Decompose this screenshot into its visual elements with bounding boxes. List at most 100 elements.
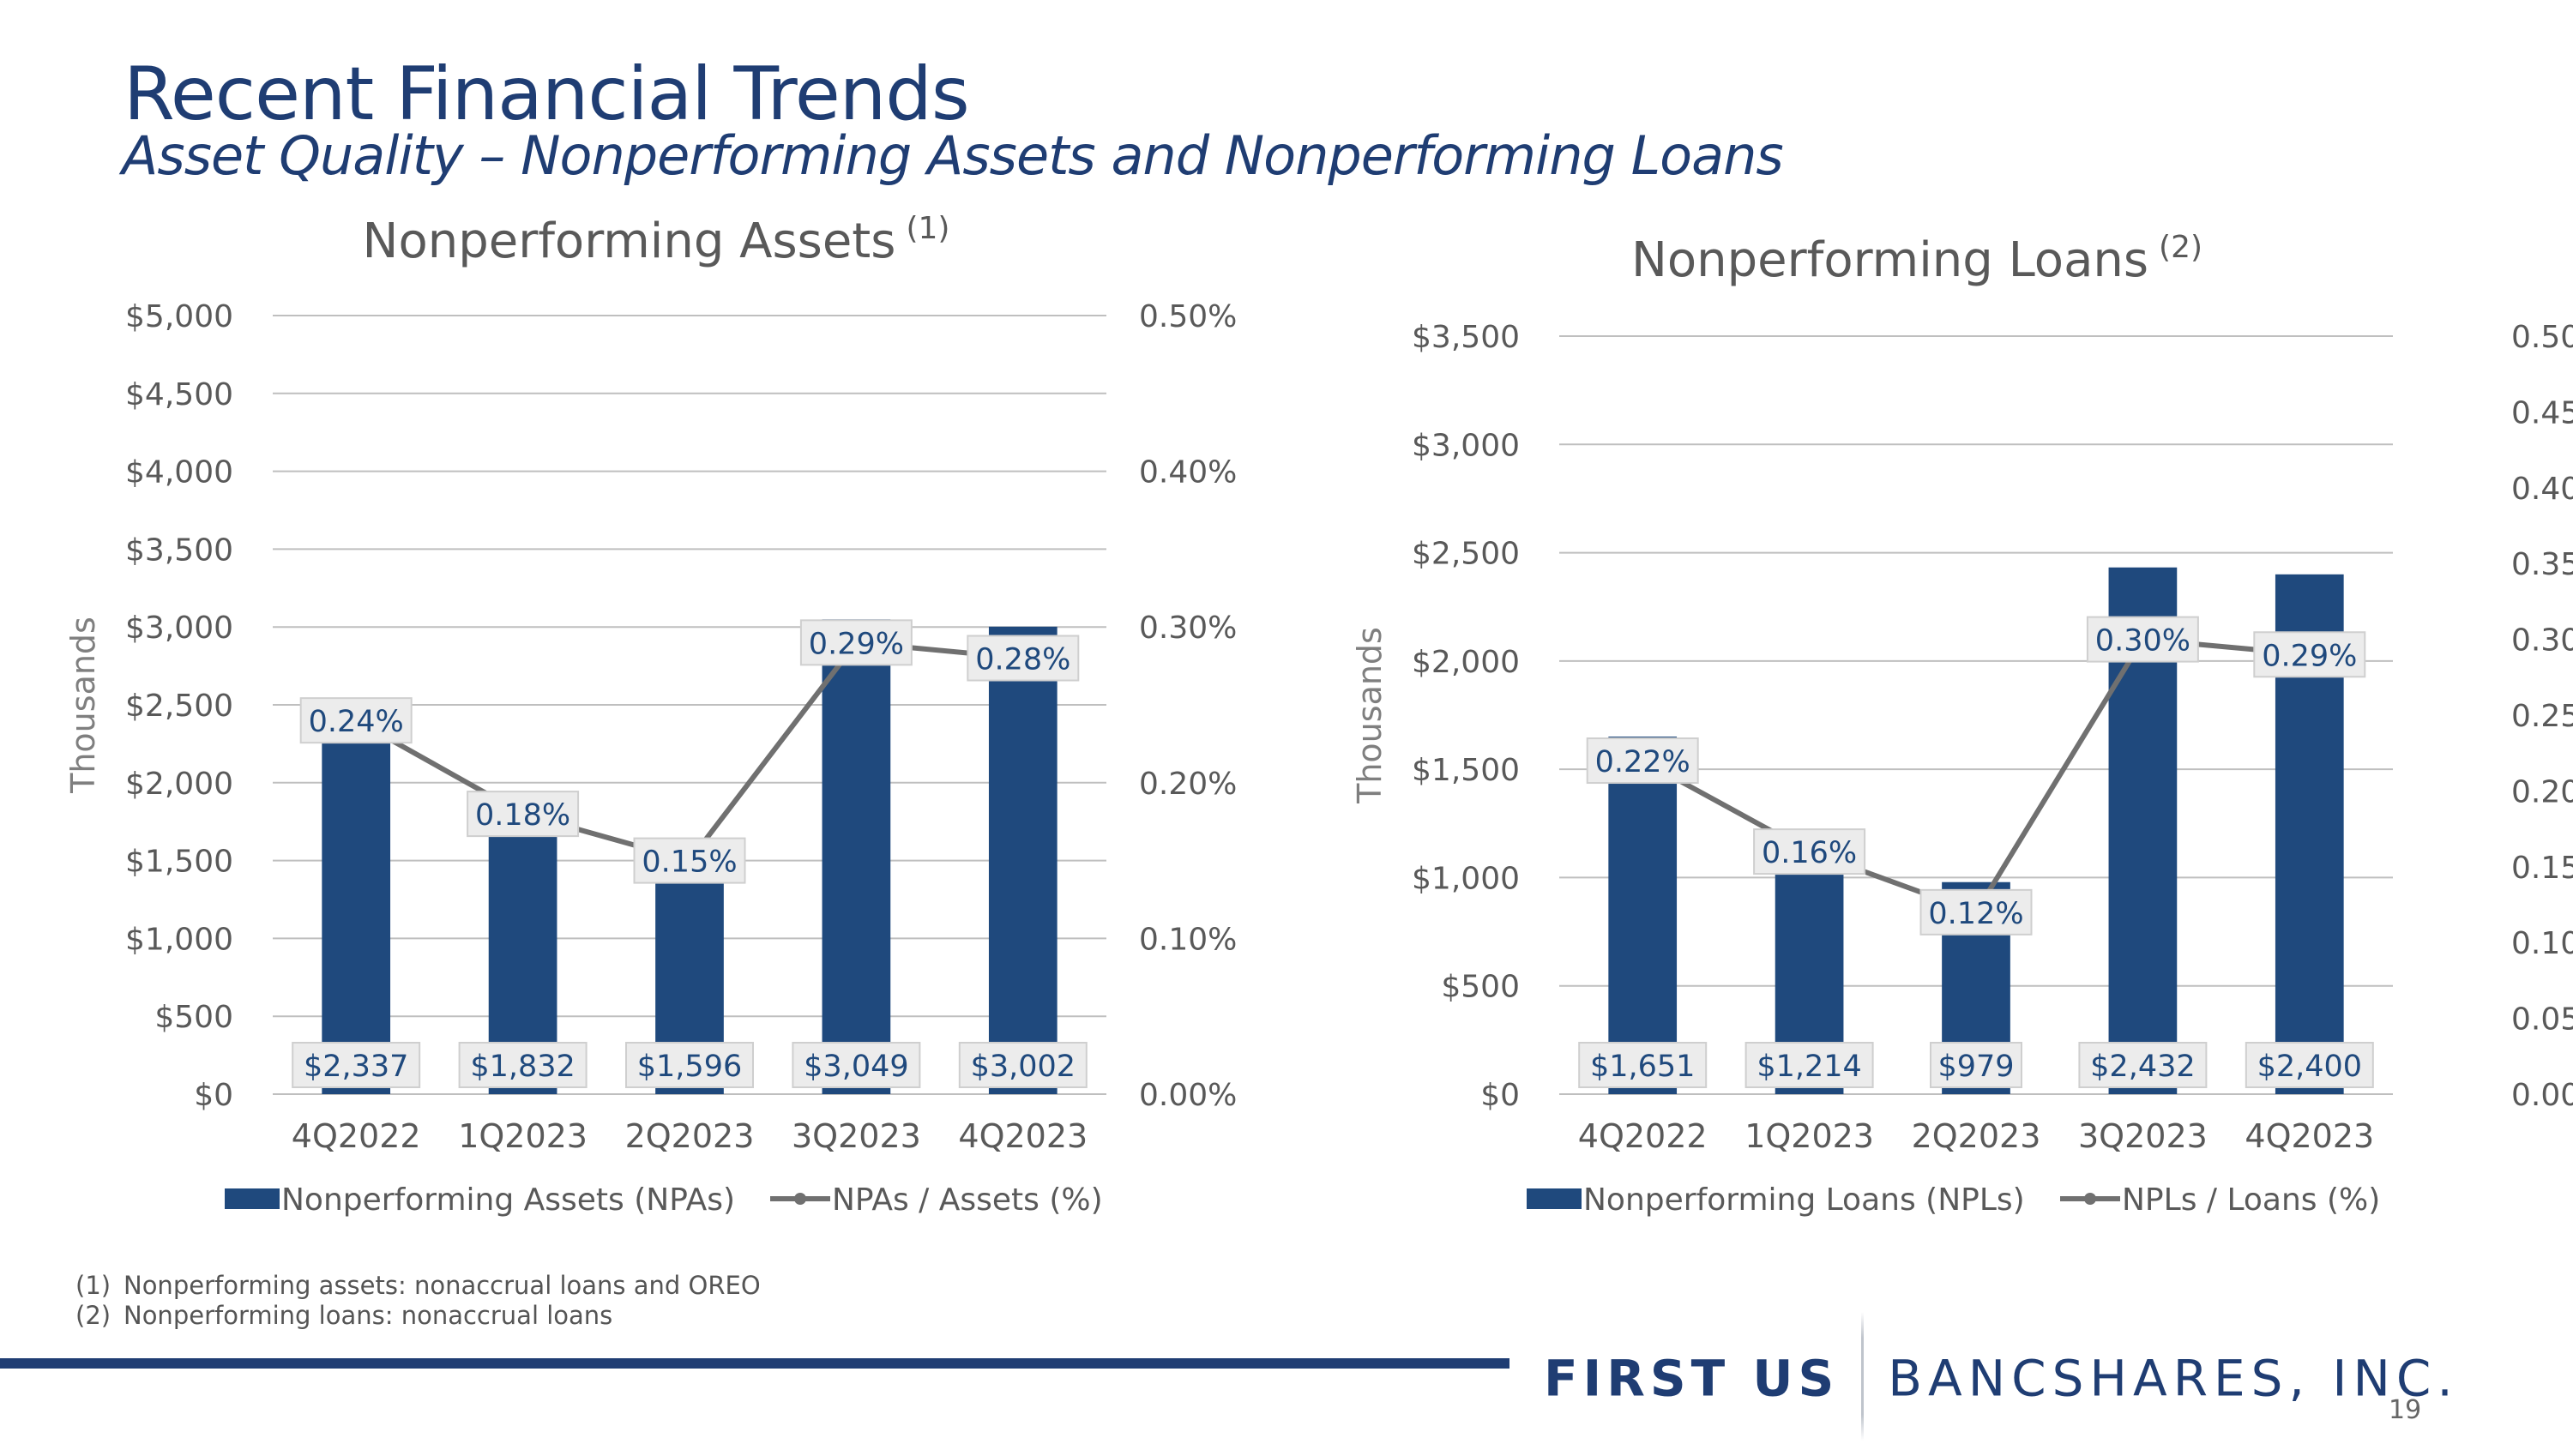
chart-title-note: (1) [906, 211, 949, 246]
ratio-label: 0.30% [2095, 624, 2190, 659]
x-tick-label: 3Q2023 [792, 1117, 921, 1155]
y2-tick-label: 0.10% [1139, 922, 1237, 957]
y-tick-label: $2,500 [1412, 537, 1520, 572]
bar-value-label-box [1578, 1042, 1708, 1088]
y-axis-label: Thousands [64, 617, 102, 794]
logo-divider [1861, 1312, 1865, 1441]
y-tick-label: $4,000 [125, 455, 233, 490]
y2-tick-label: 0.40% [2511, 472, 2573, 507]
ratio-label-box [1586, 737, 1699, 785]
page-title: Recent Financial Trends [124, 51, 970, 137]
legend-line-label: NPLs / Loans (%) [2122, 1182, 2380, 1218]
bar [322, 730, 391, 1094]
y-tick-label: $0 [1480, 1078, 1520, 1113]
footnote-number: (1) [75, 1271, 111, 1300]
ratio-label-box [2086, 616, 2199, 663]
ratio-label-box [2253, 631, 2366, 678]
ratio-label-box [299, 697, 413, 744]
bar-value-label-box [958, 1042, 1088, 1088]
y-tick-label: $500 [1441, 970, 1520, 1005]
bar [1608, 737, 1678, 1094]
y2-tick-label: 0.25% [2511, 699, 2573, 734]
ratio-label: 0.24% [309, 705, 404, 739]
bar-value-label: $2,337 [304, 1050, 408, 1084]
ratio-label: 0.22% [1595, 745, 1690, 779]
nonperforming-assets-chart: Nonperforming Assets (1) $0 $500 $1,000 $1,50… [64, 211, 1237, 1218]
ratio-label: 0.29% [2262, 639, 2357, 673]
y2-tick-label: 0.00% [1139, 1078, 1237, 1113]
y2-tick-label: 0.15% [2511, 851, 2573, 886]
legend-bar-swatch [225, 1188, 280, 1209]
y-tick-label: $3,000 [125, 611, 233, 646]
legend-bar-swatch [1527, 1188, 1582, 1209]
chart-title-note: (2) [2159, 230, 2202, 265]
ratio-label-box [633, 837, 746, 884]
y-axis-label: Thousands [1351, 627, 1389, 804]
bar-value-label: $2,400 [2257, 1050, 2362, 1084]
y-tick-label: $1,500 [1412, 753, 1520, 788]
nonperforming-loans-chart: Nonperforming Loans (2) $0 $500 $1,000 $1,500… [1351, 230, 2573, 1218]
footnote-2: (2) Nonperforming loans: nonaccrual loans [75, 1301, 761, 1331]
x-tick-label: 4Q2022 [292, 1117, 421, 1155]
y-tick-label: $2,500 [125, 689, 233, 724]
ratio-label: 0.29% [809, 627, 904, 661]
logo-first-us: FIRST US [1544, 1349, 1840, 1408]
bar-value-label: $1,651 [1590, 1050, 1695, 1084]
y-tick-label: $4,500 [125, 377, 233, 412]
y2-tick-label: 0.20% [2511, 774, 2573, 809]
y2-tick-label: 0.40% [1139, 455, 1237, 490]
ratio-label-box [1753, 828, 1866, 875]
logo-bancshares: BANCSHARES, INC. [1888, 1349, 2459, 1408]
bar-value-label: $1,214 [1757, 1050, 1861, 1084]
bar [988, 626, 1058, 1094]
y2-tick-label: 0.30% [2511, 623, 2573, 659]
y-tick-label: $3,500 [1412, 320, 1520, 355]
ratio-label: 0.16% [1762, 836, 1857, 870]
footnote-text: Nonperforming loans: nonaccrual loans [124, 1301, 613, 1330]
chart-title: Nonperforming Assets (1) [363, 211, 950, 269]
bar-value-label-box [292, 1042, 421, 1088]
y-tick-label: $2,000 [125, 767, 233, 802]
ratio-label: 0.15% [642, 845, 737, 880]
page-number: 19 [2389, 1395, 2422, 1425]
y-tick-label: $0 [194, 1078, 233, 1113]
ratio-label-box [467, 791, 580, 838]
y2-tick-label: 0.45% [2511, 395, 2573, 430]
legend-bar-label: Nonperforming Assets (NPAs) [281, 1182, 735, 1218]
x-tick-label: 3Q2023 [2078, 1117, 2208, 1155]
legend-line-marker [794, 1193, 806, 1205]
footer-rule [0, 1358, 1509, 1369]
ratio-label: 0.12% [1928, 897, 2023, 931]
bar-value-label-box [792, 1042, 921, 1088]
page-subtitle: Asset Quality – Nonperforming Assets and… [122, 124, 1784, 187]
y2-tick-label: 0.00% [2511, 1078, 2573, 1113]
x-tick-label: 4Q2023 [2245, 1117, 2374, 1155]
footnote-number: (2) [75, 1301, 111, 1330]
ratio-label-box [799, 619, 913, 666]
y2-tick-label: 0.05% [2511, 1002, 2573, 1038]
y2-tick-label: 0.50% [1139, 299, 1237, 334]
x-tick-label: 2Q2023 [625, 1117, 755, 1155]
y-tick-label: $2,000 [1412, 645, 1520, 680]
ratio-line [1641, 636, 2311, 916]
bar-value-label-box [1744, 1042, 1874, 1088]
bar-value-label-box [458, 1042, 588, 1088]
footnote-text: Nonperforming assets: nonaccrual loans a… [124, 1271, 761, 1300]
x-tick-label: 4Q2022 [1578, 1117, 1708, 1155]
y-tick-label: $1,000 [1412, 861, 1520, 896]
ratio-label-box [967, 635, 1080, 682]
legend-line-label: NPAs / Assets (%) [832, 1182, 1103, 1218]
y2-tick-label: 0.50% [2511, 320, 2573, 355]
ratio-label: 0.18% [475, 798, 570, 833]
legend-bar-label: Nonperforming Loans (NPLs) [1583, 1182, 2025, 1218]
bar-value-label-box [2245, 1042, 2374, 1088]
y-tick-label: $500 [154, 1000, 233, 1035]
ratio-label: 0.28% [975, 643, 1070, 677]
footnotes: (1) Nonperforming assets: nonaccrual loan… [75, 1271, 761, 1331]
footnote-1: (1) Nonperforming assets: nonaccrual loan… [75, 1271, 761, 1301]
bar-value-label: $1,596 [637, 1050, 742, 1084]
x-tick-label: 2Q2023 [1912, 1117, 2041, 1155]
y2-tick-label: 0.20% [1139, 767, 1237, 802]
bar [822, 619, 891, 1094]
bar-value-label: $3,049 [804, 1050, 908, 1084]
